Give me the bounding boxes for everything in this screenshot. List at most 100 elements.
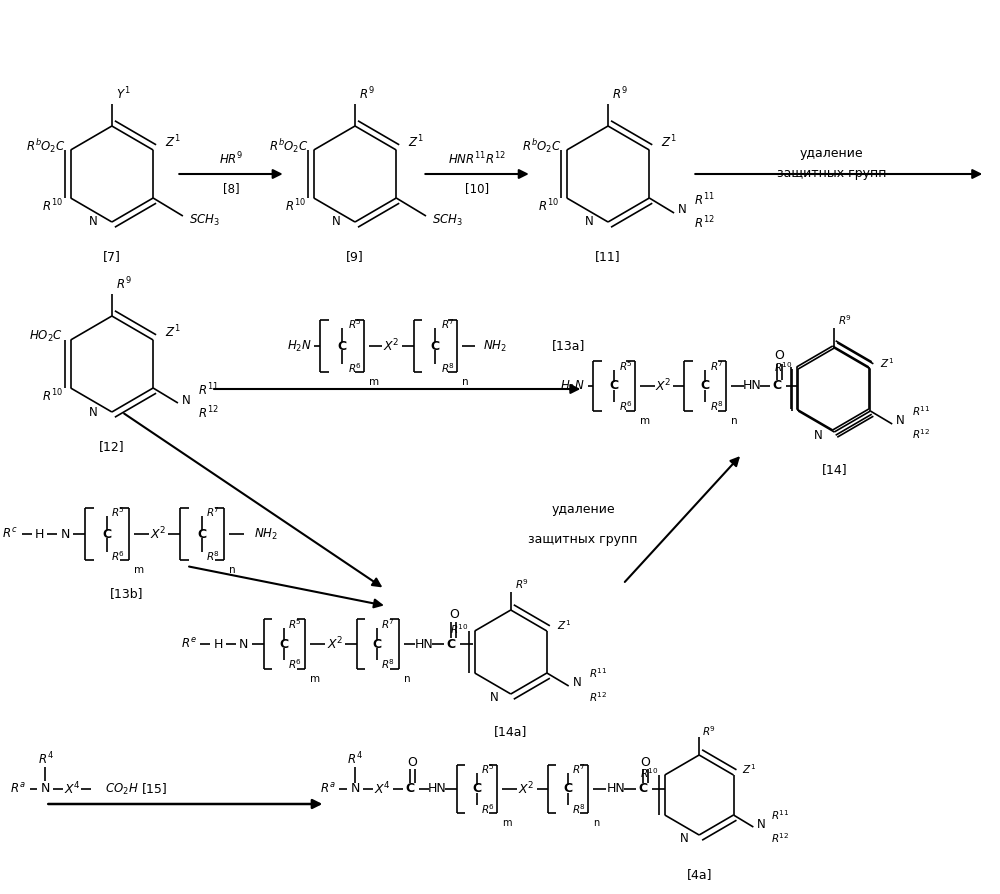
Text: HN: HN [428, 782, 447, 796]
Text: $Z^1$: $Z^1$ [742, 762, 757, 776]
Text: N: N [332, 215, 341, 229]
Text: $R^{10}$: $R^{10}$ [640, 766, 659, 780]
Text: $HNR^{11}R^{12}$: $HNR^{11}R^{12}$ [448, 151, 506, 167]
Text: O: O [449, 608, 459, 620]
Text: HN: HN [415, 637, 434, 651]
Text: $R^{11}$: $R^{11}$ [771, 808, 790, 822]
Text: удаление: удаление [551, 502, 615, 516]
Text: $SCH_3$: $SCH_3$ [189, 213, 220, 228]
Text: n: n [229, 565, 236, 575]
Text: $X^4$: $X^4$ [374, 780, 391, 797]
Text: C: C [431, 340, 440, 352]
Text: $R^{10}$: $R^{10}$ [285, 198, 306, 215]
Text: [15]: [15] [142, 782, 167, 796]
Text: $Z^1$: $Z^1$ [408, 134, 424, 150]
Text: $Z^1$: $Z^1$ [557, 618, 571, 632]
Text: $R^7$: $R^7$ [381, 617, 395, 631]
Text: $R^{10}$: $R^{10}$ [42, 388, 63, 404]
Text: C: C [405, 782, 414, 796]
Text: [14a]: [14a] [494, 726, 527, 738]
Text: [13a]: [13a] [551, 340, 585, 352]
Text: N: N [182, 393, 191, 407]
Text: $R^{12}$: $R^{12}$ [198, 405, 218, 421]
Text: N: N [41, 782, 50, 796]
Text: $R^6$: $R^6$ [481, 802, 495, 816]
Text: $NH_2$: $NH_2$ [254, 527, 278, 542]
Text: $R^{11}$: $R^{11}$ [198, 382, 219, 399]
Text: O: O [407, 755, 417, 769]
Text: N: N [896, 415, 905, 427]
Text: $Z^1$: $Z^1$ [661, 134, 677, 150]
Text: n: n [731, 416, 738, 426]
Text: [12]: [12] [99, 441, 125, 453]
Text: $R^5$: $R^5$ [481, 762, 495, 776]
Text: $R^4$: $R^4$ [38, 751, 53, 767]
Text: O: O [640, 755, 650, 769]
Text: [14]: [14] [821, 463, 847, 477]
Text: $R^bO_2C$: $R^bO_2C$ [26, 137, 66, 155]
Text: N: N [585, 215, 594, 229]
Text: C: C [472, 782, 482, 796]
Text: защитных групп: защитных групп [777, 167, 886, 181]
Text: $R^7$: $R^7$ [206, 505, 220, 519]
Text: $HR^9$: $HR^9$ [219, 151, 243, 167]
Text: $R^c$: $R^c$ [2, 527, 18, 541]
Text: $R^a$: $R^a$ [10, 782, 26, 796]
Text: N: N [350, 782, 360, 796]
Text: m: m [310, 674, 320, 684]
Text: $R^bO_2C$: $R^bO_2C$ [269, 137, 309, 155]
Text: $R^{12}$: $R^{12}$ [912, 427, 930, 441]
Text: $R^9$: $R^9$ [116, 275, 131, 292]
Text: $R^9$: $R^9$ [612, 86, 628, 102]
Text: $R^e$: $R^e$ [181, 637, 196, 651]
Text: $R^{10}$: $R^{10}$ [42, 198, 63, 215]
Text: $X^4$: $X^4$ [64, 780, 81, 797]
Text: N: N [239, 637, 249, 651]
Text: $R^5$: $R^5$ [619, 359, 633, 373]
Text: $R^8$: $R^8$ [572, 802, 586, 816]
Text: $R^9$: $R^9$ [359, 86, 375, 102]
Text: $R^{10}$: $R^{10}$ [774, 360, 792, 374]
Text: $R^{11}$: $R^{11}$ [912, 404, 931, 417]
Text: $SCH_3$: $SCH_3$ [432, 213, 463, 228]
Text: $Z^1$: $Z^1$ [165, 324, 181, 341]
Text: $X^2$: $X^2$ [655, 377, 672, 394]
Text: $R^6$: $R^6$ [288, 657, 302, 670]
Text: $R^5$: $R^5$ [288, 617, 301, 631]
Text: H: H [213, 637, 223, 651]
Text: O: O [774, 350, 784, 362]
Text: $R^7$: $R^7$ [572, 762, 586, 776]
Text: $HO_2C$: $HO_2C$ [29, 328, 63, 343]
Text: $R^a$: $R^a$ [320, 782, 335, 796]
Text: C: C [372, 637, 381, 651]
Text: H: H [35, 527, 44, 541]
Text: $R^{10}$: $R^{10}$ [538, 198, 559, 215]
Text: $R^{10}$: $R^{10}$ [450, 622, 469, 636]
Text: N: N [814, 429, 823, 442]
Text: N: N [89, 215, 98, 229]
Text: $X^2$: $X^2$ [150, 526, 167, 543]
Text: $NH_2$: $NH_2$ [483, 339, 507, 353]
Text: $R^{11}$: $R^{11}$ [589, 666, 607, 680]
Text: HN: HN [743, 379, 761, 392]
Text: $R^6$: $R^6$ [619, 399, 633, 413]
Text: $R^8$: $R^8$ [441, 361, 455, 375]
Text: $Z^1$: $Z^1$ [880, 356, 894, 370]
Text: [7]: [7] [103, 250, 121, 264]
Text: $R^7$: $R^7$ [441, 317, 455, 331]
Text: $X^2$: $X^2$ [518, 780, 535, 797]
Text: $R^6$: $R^6$ [111, 549, 125, 563]
Text: C: C [447, 637, 456, 651]
Text: [10]: [10] [465, 182, 489, 196]
Text: [8]: [8] [223, 182, 239, 196]
Text: $R^6$: $R^6$ [348, 361, 362, 375]
Text: C: C [772, 379, 781, 392]
Text: $R^8$: $R^8$ [381, 657, 395, 670]
Text: HN: HN [607, 782, 625, 796]
Text: C: C [102, 527, 111, 541]
Text: m: m [369, 377, 379, 387]
Text: n: n [462, 377, 469, 387]
Text: N: N [680, 831, 688, 845]
Text: $CO_2H$: $CO_2H$ [105, 781, 138, 797]
Text: N: N [490, 691, 499, 704]
